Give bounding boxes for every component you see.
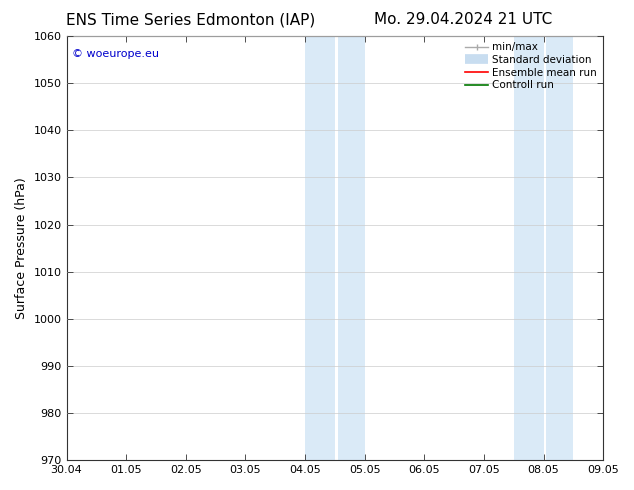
- Bar: [547, 36, 573, 460]
- Bar: [338, 36, 365, 460]
- Bar: [305, 36, 335, 460]
- Bar: [514, 36, 543, 460]
- Text: © woeurope.eu: © woeurope.eu: [72, 49, 159, 59]
- Text: ENS Time Series Edmonton (IAP): ENS Time Series Edmonton (IAP): [65, 12, 315, 27]
- Text: Mo. 29.04.2024 21 UTC: Mo. 29.04.2024 21 UTC: [373, 12, 552, 27]
- Y-axis label: Surface Pressure (hPa): Surface Pressure (hPa): [15, 177, 28, 319]
- Legend: min/max, Standard deviation, Ensemble mean run, Controll run: min/max, Standard deviation, Ensemble me…: [461, 38, 601, 95]
